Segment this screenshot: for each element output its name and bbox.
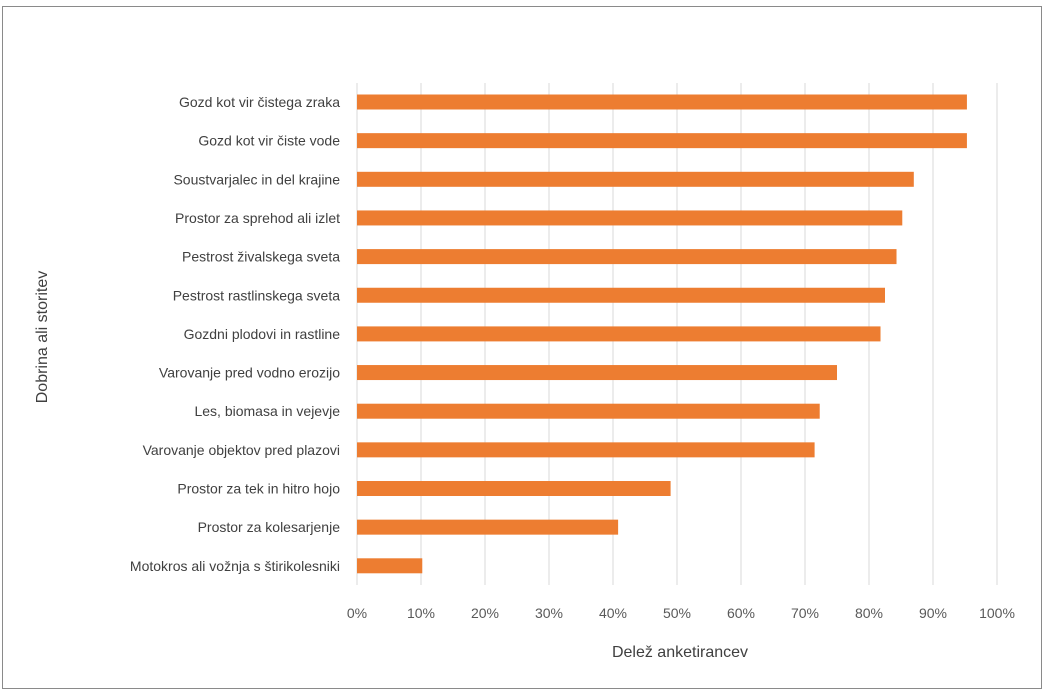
x-tick-label: 10% [407, 605, 435, 621]
category-label: Motokros ali vožnja s štirikolesniki [130, 558, 340, 574]
bar [357, 133, 967, 149]
category-label: Les, biomasa in vejevje [194, 403, 340, 419]
bar [357, 94, 967, 110]
bar [357, 403, 820, 419]
category-label: Varovanje pred vodno erozijo [159, 365, 340, 381]
bar [357, 249, 897, 265]
x-axis-title: Delež anketirancev [612, 644, 748, 661]
x-tick-label: 70% [791, 605, 819, 621]
category-labels: Gozd kot vir čistega zraka Gozd kot vir č… [130, 94, 340, 574]
category-label: Varovanje objektov pred plazovi [143, 442, 340, 458]
bar [357, 171, 914, 187]
x-tick-label: 0% [347, 605, 367, 621]
y-axis-title: Dobrina ali storitev [34, 271, 51, 404]
category-label: Gozd kot vir čiste vode [198, 133, 340, 149]
x-tick-label: 60% [727, 605, 755, 621]
bar [357, 210, 903, 226]
bar [357, 558, 423, 574]
category-label: Pestrost živalskega sveta [182, 249, 340, 265]
bar [357, 481, 671, 496]
bar [357, 442, 815, 458]
x-tick-label: 40% [599, 605, 627, 621]
x-tick-labels: 0% 10% 20% 30% 40% 50% 60% 70% 80% 90% 100% [347, 605, 1015, 621]
category-label: Prostor za tek in hitro hojo [177, 481, 340, 497]
category-label: Gozdni plodovi in rastline [184, 326, 341, 342]
bar [357, 519, 619, 535]
bar [357, 365, 837, 381]
x-tick-label: 80% [855, 605, 883, 621]
category-label: Pestrost rastlinskega sveta [173, 287, 341, 303]
category-label: Prostor za sprehod ali izlet [175, 210, 340, 226]
x-tick-label: 90% [919, 605, 947, 621]
bars [357, 94, 967, 574]
bar [357, 287, 885, 303]
x-tick-label: 50% [663, 605, 691, 621]
category-label: Soustvarjalec in del krajine [173, 171, 340, 187]
bar [357, 326, 881, 342]
x-tick-label: 30% [535, 605, 563, 621]
x-tick-label: 20% [471, 605, 499, 621]
category-label: Prostor za kolesarjenje [198, 519, 341, 535]
category-label: Gozd kot vir čistega zraka [179, 94, 340, 110]
x-tick-label: 100% [979, 605, 1015, 621]
